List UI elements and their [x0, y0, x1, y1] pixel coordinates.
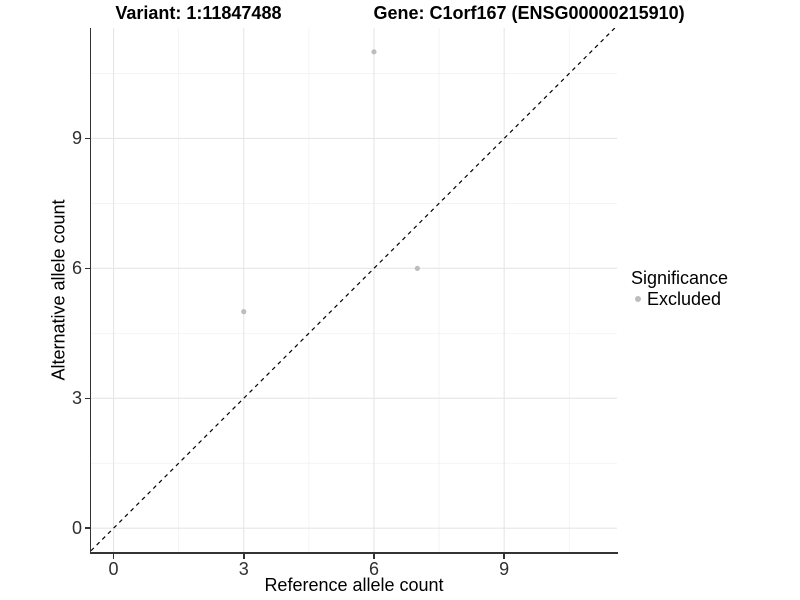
legend-entries: Excluded: [630, 290, 728, 308]
legend: Significance Excluded: [630, 268, 728, 308]
y-tick-label: 6: [71, 258, 82, 279]
y-tick-label: 3: [71, 388, 82, 409]
x-axis-title: Reference allele count: [264, 575, 444, 595]
y-tick-mark: [84, 267, 90, 270]
plot-panel: [91, 28, 617, 552]
y-axis-title: Alternative allele count: [48, 199, 69, 381]
data-point: [414, 265, 420, 271]
y-tick-mark: [84, 137, 90, 140]
y-tick-label: 9: [71, 128, 82, 149]
x-tick-label: 3: [238, 558, 249, 579]
x-tick-mark: [373, 553, 375, 559]
legend-entry: Excluded: [630, 290, 728, 308]
x-tick-mark: [503, 553, 505, 559]
x-tick-label: 6: [368, 558, 379, 579]
legend-entry-label: Excluded: [647, 289, 722, 309]
y-axis-line: [89, 28, 91, 554]
y-tick-mark: [84, 397, 90, 399]
plot-title: Variant: 1:11847488 Gene: C1orf167 (ENSG…: [0, 3, 800, 24]
y-tick-mark: [84, 527, 90, 529]
legend-title: Significance: [631, 268, 729, 288]
y-tick-label: 0: [71, 518, 82, 539]
legend-dot-icon: [635, 296, 641, 302]
gene-title: Gene: C1orf167 (ENSG00000215910): [373, 3, 685, 23]
x-tick-label: 9: [499, 558, 510, 579]
identity-line: [91, 28, 616, 552]
x-axis-line: [89, 552, 618, 554]
variant-title: Variant: 1:11847488: [115, 3, 282, 23]
x-tick-label: 0: [108, 558, 119, 579]
data-point: [371, 49, 377, 55]
x-tick-mark: [243, 553, 245, 559]
legend-circle-icon: [630, 290, 646, 308]
data-point: [241, 309, 247, 315]
x-tick-mark: [112, 553, 115, 559]
